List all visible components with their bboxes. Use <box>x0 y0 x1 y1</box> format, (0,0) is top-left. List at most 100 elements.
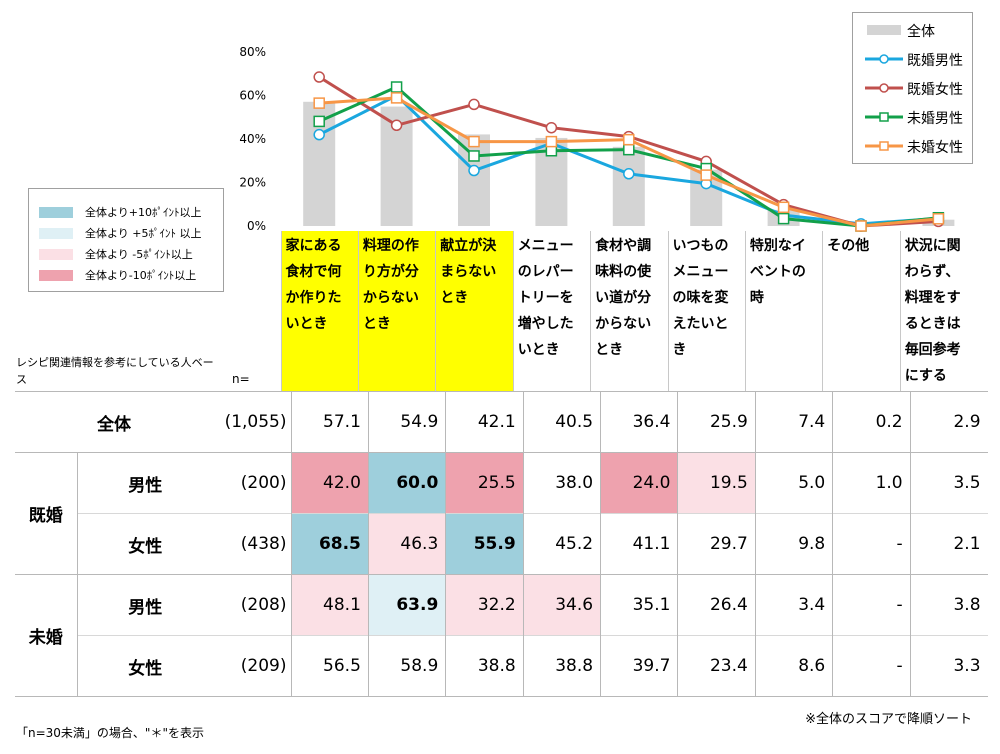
value-cell: 57.1 <box>291 391 369 453</box>
value-cell: 5.0 <box>755 452 834 514</box>
value-cell: 3.8 <box>953 595 981 615</box>
value-cell: 19.5 <box>677 452 756 514</box>
column-header: 料理の作り方が分からないとき <box>357 231 436 391</box>
series-point <box>313 71 325 83</box>
table-row: 女性 (438) 68.5 46.3 55.9 45.2 41.1 29.7 9.8- 2.1 <box>15 513 988 575</box>
series-point <box>623 168 635 180</box>
legend-swatch <box>865 141 903 151</box>
value-cell: - <box>832 574 911 636</box>
value-cell: 3.5 <box>953 473 981 493</box>
y-tick-label: 60% <box>239 89 266 103</box>
line-bar-chart: 0% 20% 40% 60% 80% <box>239 45 955 233</box>
highlight-label: 全体より+10ﾎﾟｲﾝﾄ以上 <box>85 206 202 219</box>
series-point <box>777 201 790 214</box>
highlight-label: 全体より -5ﾎﾟｲﾝﾄ以上 <box>85 248 193 261</box>
value-cell: 32.2 <box>445 574 524 636</box>
column-header: 家にある食材で何か作りたいとき <box>280 231 358 391</box>
value-cell: 26.4 <box>677 574 756 636</box>
value-cell: 38.0 <box>523 452 602 514</box>
legend-item: 未婚女性 <box>853 135 972 157</box>
column-header: いつものメニューの味を変えたいとき <box>667 231 745 391</box>
value-cell: 68.5 <box>291 513 369 575</box>
legend-label: 既婚男性 <box>907 53 963 69</box>
value-cell: 2.1 <box>953 534 981 554</box>
legend-label: 未婚男性 <box>907 111 963 127</box>
series-point <box>700 169 712 181</box>
value-cell: 42.0 <box>291 452 369 514</box>
value-cell: 48.1 <box>291 574 369 636</box>
value-cell: 56.5 <box>291 635 369 697</box>
n-cell: (209) <box>213 635 292 697</box>
series-point <box>468 150 480 162</box>
value-cell: 9.8 <box>755 513 834 575</box>
highlight-label: 全体より-10ﾎﾟｲﾝﾄ以上 <box>85 269 197 282</box>
table-row: 全体 (1,055) 57.1 54.9 42.1 40.5 36.4 25.9 7.4 0.2 2… <box>15 391 988 453</box>
legend-swatch <box>867 25 901 35</box>
value-cell: 25.5 <box>445 452 524 514</box>
column-header: 状況に関わらず、料理をするときは毎回参考にする <box>899 231 977 391</box>
value-cell: 3.3 <box>953 656 981 676</box>
n-cell: (438) <box>213 513 292 575</box>
group-label: 未婚 <box>15 574 78 697</box>
table-row: 女性 (209) 56.5 58.9 38.8 38.8 39.7 23.4 8.6-3.3 <box>15 635 988 697</box>
legend-label: 既婚女性 <box>907 82 963 98</box>
bar-total <box>612 146 645 226</box>
highlight-legend: 全体より+10ﾎﾟｲﾝﾄ以上 全体より +5ﾎﾟｲﾝﾄ 以上 全体より -5ﾎﾟｲﾝ… <box>28 188 224 292</box>
series-point <box>468 98 480 111</box>
n-cell: (1,055) <box>213 391 292 453</box>
value-cell: 1.0 <box>832 452 911 514</box>
value-cell: 7.4 <box>755 391 834 453</box>
y-tick-label: 0% <box>247 219 266 233</box>
chart-legend: 全体既婚男性既婚女性未婚男性未婚女性 <box>852 12 973 164</box>
n-cell: (200) <box>213 452 292 514</box>
group-label: 既婚 <box>15 452 78 575</box>
value-cell: 58.9 <box>368 635 447 697</box>
row-label: 男性 <box>128 475 163 496</box>
table-row: 既婚 男性 (200) 42.0 60.0 25.5 38.0 24.0 19.5 5.0 1.0 3… <box>15 452 988 575</box>
series-point <box>390 81 403 93</box>
value-cell: 38.8 <box>523 635 602 697</box>
column-header: 献立が決まらないとき <box>435 231 513 391</box>
value-cell: 39.7 <box>600 635 679 697</box>
value-cell: 60.0 <box>368 452 447 514</box>
n-label: n= <box>232 372 250 386</box>
small-sample-note: 「n=30未満」の場合、"＊"を表示 <box>16 726 204 740</box>
highlight-label: 全体より +5ﾎﾟｲﾝﾄ 以上 <box>85 227 202 240</box>
value-cell: 38.8 <box>445 635 524 697</box>
value-cell: 25.9 <box>677 391 756 453</box>
y-tick-label: 40% <box>239 132 266 146</box>
value-cell: 35.1 <box>600 574 679 636</box>
column-header: 食材や調味料の使い道が分からないとき <box>590 231 667 391</box>
value-cell: 24.0 <box>600 452 679 514</box>
series-point <box>313 115 325 128</box>
data-table: 全体 (1,055) 57.1 54.9 42.1 40.5 36.4 25.9 7.4 0.2 2… <box>15 391 988 697</box>
highlight-swatch <box>39 270 73 281</box>
series-point <box>545 135 558 148</box>
value-cell: 2.9 <box>953 412 981 432</box>
legend-swatch <box>865 83 903 93</box>
n-cell: (208) <box>213 574 292 636</box>
legend-item: 未婚男性 <box>853 106 972 128</box>
legend-item: 既婚女性 <box>853 77 972 99</box>
value-cell: 3.4 <box>755 574 834 636</box>
column-header: 特別なイベントの時 <box>744 231 822 391</box>
row-label: 女性 <box>128 536 163 557</box>
column-header: メニューのレパートリーを増やしたいとき <box>512 231 590 391</box>
table-row: 未婚 男性 (208) 48.1 63.9 32.2 34.6 35.1 26.4 3.4- 3.8 <box>15 574 988 697</box>
series-point <box>313 97 325 109</box>
series-point <box>623 133 635 146</box>
row-label: 男性 <box>128 597 163 618</box>
legend-swatch <box>865 54 903 64</box>
row-label: 女性 <box>128 658 163 679</box>
legend-item: 全体 <box>853 19 972 41</box>
value-cell: 0.2 <box>832 391 911 453</box>
highlight-swatch <box>39 249 73 260</box>
sort-note: ※全体のスコアで降順ソート <box>805 712 972 727</box>
column-header: その他 <box>822 231 899 391</box>
series-point <box>313 128 325 141</box>
series-point <box>932 213 945 225</box>
bar-total <box>458 134 490 226</box>
legend-swatch <box>865 112 903 122</box>
series-point <box>777 212 790 225</box>
series-point <box>855 220 867 232</box>
